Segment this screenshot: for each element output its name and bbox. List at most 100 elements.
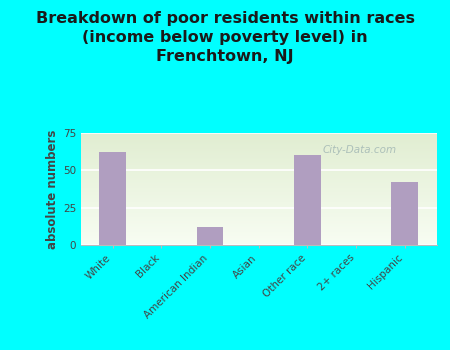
Bar — [81, 191, 436, 193]
Bar — [81, 177, 436, 178]
Text: City-Data.com: City-Data.com — [323, 145, 397, 155]
Bar — [81, 184, 436, 186]
Bar — [81, 225, 436, 226]
Bar — [81, 217, 436, 218]
Bar — [81, 166, 436, 167]
Bar — [81, 200, 436, 201]
Bar — [81, 189, 436, 190]
Bar — [81, 238, 436, 239]
Bar — [81, 183, 436, 184]
Bar — [81, 144, 436, 145]
Bar — [81, 193, 436, 194]
Bar — [81, 206, 436, 207]
Bar — [81, 181, 436, 182]
Bar — [81, 237, 436, 238]
Bar — [81, 138, 436, 139]
Bar — [81, 135, 436, 136]
Bar — [81, 169, 436, 170]
Bar — [81, 158, 436, 159]
Bar — [81, 167, 436, 168]
Bar — [81, 211, 436, 212]
Bar — [81, 204, 436, 205]
Bar — [81, 176, 436, 177]
Bar — [81, 227, 436, 228]
Bar — [81, 232, 436, 233]
Bar — [81, 230, 436, 232]
Bar — [81, 205, 436, 206]
Bar — [81, 149, 436, 150]
Bar — [81, 139, 436, 140]
Bar — [81, 219, 436, 220]
Bar — [81, 235, 436, 236]
Bar — [81, 222, 436, 223]
Bar — [81, 143, 436, 144]
Bar — [81, 141, 436, 142]
Bar — [81, 190, 436, 191]
Bar — [81, 239, 436, 240]
Bar — [81, 194, 436, 195]
Bar — [81, 209, 436, 210]
Bar — [81, 187, 436, 188]
Bar — [81, 243, 436, 244]
Bar — [81, 236, 436, 237]
Bar — [81, 186, 436, 187]
Bar — [81, 224, 436, 225]
Bar — [81, 140, 436, 141]
Bar — [81, 142, 436, 143]
Bar — [81, 199, 436, 200]
Bar — [81, 180, 436, 181]
Bar — [81, 241, 436, 243]
Bar — [81, 145, 436, 146]
Bar — [81, 216, 436, 217]
Bar — [81, 178, 436, 179]
Text: Breakdown of poor residents within races
(income below poverty level) in
Frencht: Breakdown of poor residents within races… — [36, 10, 414, 64]
Bar — [81, 218, 436, 219]
Bar — [81, 146, 436, 148]
Bar — [99, 152, 126, 245]
Bar — [81, 226, 436, 227]
Bar — [81, 170, 436, 171]
Bar — [81, 198, 436, 199]
Bar — [81, 197, 436, 198]
Bar — [81, 212, 436, 214]
Bar — [81, 162, 436, 163]
Bar — [81, 210, 436, 211]
Bar — [81, 182, 436, 183]
Bar — [81, 171, 436, 172]
Bar — [81, 136, 436, 138]
Bar — [81, 223, 436, 224]
Bar — [81, 201, 436, 202]
Bar — [81, 155, 436, 156]
Bar — [81, 160, 436, 161]
Bar — [81, 163, 436, 164]
Bar — [81, 228, 436, 229]
Bar — [81, 240, 436, 241]
Bar — [81, 208, 436, 209]
Bar — [294, 155, 321, 245]
Bar — [81, 214, 436, 215]
Bar — [81, 151, 436, 152]
Bar — [81, 148, 436, 149]
Bar — [81, 164, 436, 166]
Bar — [81, 234, 436, 235]
Bar — [81, 202, 436, 204]
Bar — [81, 220, 436, 222]
Bar — [81, 153, 436, 154]
Bar — [81, 173, 436, 174]
Bar — [81, 150, 436, 151]
Bar — [81, 161, 436, 162]
Bar — [81, 172, 436, 173]
Bar — [81, 188, 436, 189]
Bar — [81, 174, 436, 176]
Y-axis label: absolute numbers: absolute numbers — [46, 129, 58, 249]
Bar — [81, 152, 436, 153]
Bar — [81, 196, 436, 197]
Bar — [81, 134, 436, 135]
Bar — [81, 168, 436, 169]
Bar — [81, 233, 436, 234]
Bar — [81, 229, 436, 230]
Bar — [81, 215, 436, 216]
Bar — [392, 182, 418, 245]
Bar — [81, 159, 436, 160]
Bar — [81, 207, 436, 208]
